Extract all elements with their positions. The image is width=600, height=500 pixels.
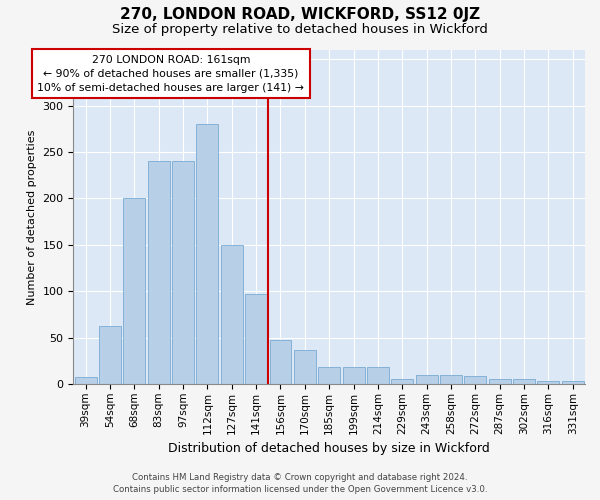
Bar bbox=[538, 381, 559, 384]
Bar bbox=[294, 350, 316, 384]
Text: Contains HM Land Registry data © Crown copyright and database right 2024.
Contai: Contains HM Land Registry data © Crown c… bbox=[113, 472, 487, 494]
Bar bbox=[391, 380, 413, 384]
Bar bbox=[74, 378, 97, 384]
Bar bbox=[464, 376, 487, 384]
Y-axis label: Number of detached properties: Number of detached properties bbox=[27, 130, 37, 304]
Bar bbox=[513, 380, 535, 384]
Bar bbox=[440, 374, 462, 384]
Bar bbox=[124, 198, 145, 384]
Bar bbox=[562, 381, 584, 384]
X-axis label: Distribution of detached houses by size in Wickford: Distribution of detached houses by size … bbox=[169, 442, 490, 455]
Bar bbox=[245, 294, 267, 384]
Bar bbox=[172, 162, 194, 384]
Text: 270 LONDON ROAD: 161sqm
← 90% of detached houses are smaller (1,335)
10% of semi: 270 LONDON ROAD: 161sqm ← 90% of detache… bbox=[37, 54, 304, 92]
Bar bbox=[196, 124, 218, 384]
Bar bbox=[269, 340, 292, 384]
Bar bbox=[148, 162, 170, 384]
Bar bbox=[99, 326, 121, 384]
Bar bbox=[318, 367, 340, 384]
Bar bbox=[367, 367, 389, 384]
Bar bbox=[221, 245, 243, 384]
Bar bbox=[489, 380, 511, 384]
Bar bbox=[416, 374, 437, 384]
Text: 270, LONDON ROAD, WICKFORD, SS12 0JZ: 270, LONDON ROAD, WICKFORD, SS12 0JZ bbox=[120, 8, 480, 22]
Text: Size of property relative to detached houses in Wickford: Size of property relative to detached ho… bbox=[112, 22, 488, 36]
Bar bbox=[343, 367, 365, 384]
